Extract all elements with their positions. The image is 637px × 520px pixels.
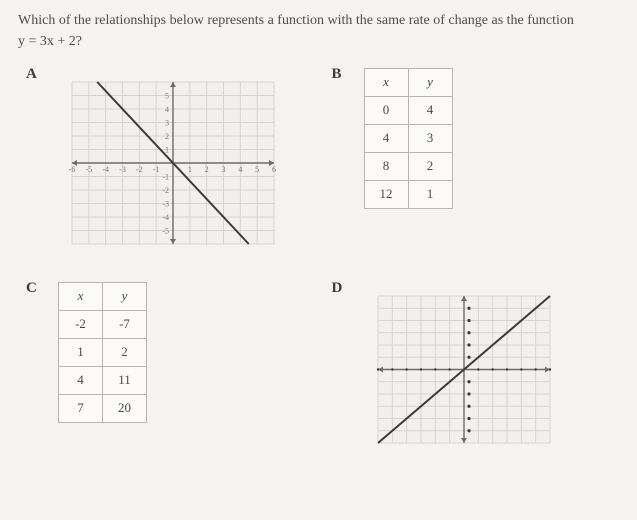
table-cell: 1 xyxy=(408,180,452,208)
table-cell: 11 xyxy=(103,366,147,394)
table-row: 43 xyxy=(364,124,452,152)
table-header: x xyxy=(59,282,103,310)
table-row: 411 xyxy=(59,366,147,394)
svg-text:4: 4 xyxy=(165,105,169,114)
table-b: xy044382121 xyxy=(364,68,453,209)
choice-c: C xy-2-712411720 xyxy=(18,280,314,457)
svg-text:-1: -1 xyxy=(162,172,169,181)
table-cell: 8 xyxy=(364,152,408,180)
choice-label-a: A xyxy=(26,66,37,83)
table-cell: 1 xyxy=(59,338,103,366)
table-cell: 12 xyxy=(364,180,408,208)
table-cell: 7 xyxy=(59,394,103,422)
svg-text:1: 1 xyxy=(165,145,169,154)
table-cell: 0 xyxy=(364,96,408,124)
svg-text:-6: -6 xyxy=(69,165,76,174)
svg-text:-5: -5 xyxy=(85,165,92,174)
table-header: y xyxy=(103,282,147,310)
svg-text:-3: -3 xyxy=(119,165,126,174)
question-line2: y = 3x + 2? xyxy=(18,33,619,52)
table-cell: 4 xyxy=(59,366,103,394)
svg-text:-1: -1 xyxy=(153,165,160,174)
table-row: 04 xyxy=(364,96,452,124)
table-row: -2-7 xyxy=(59,310,147,338)
choice-a: A -6 -5 -4 -3 -2 -1 1 2 3 4 5 6 1 2 3 4 5 -1 -2 -3 -4 -5 xyxy=(18,66,314,258)
table-row: 82 xyxy=(364,152,452,180)
table-c: xy-2-712411720 xyxy=(58,282,147,423)
svg-text:-2: -2 xyxy=(136,165,143,174)
svg-text:4: 4 xyxy=(238,165,242,174)
graph-a: -6 -5 -4 -3 -2 -1 1 2 3 4 5 6 1 2 3 4 5 -1 -2 -3 -4 -5 xyxy=(58,68,288,258)
choice-b: B xy044382121 xyxy=(324,66,620,258)
graph-d xyxy=(364,282,564,457)
table-cell: -2 xyxy=(59,310,103,338)
table-cell: 4 xyxy=(364,124,408,152)
choice-label-c: C xyxy=(26,280,37,297)
table-c-container: xy-2-712411720 xyxy=(58,282,314,423)
table-header: x xyxy=(364,68,408,96)
table-cell: 2 xyxy=(408,152,452,180)
svg-text:-4: -4 xyxy=(162,213,169,222)
table-cell: 4 xyxy=(408,96,452,124)
svg-text:2: 2 xyxy=(165,132,169,141)
table-cell: 2 xyxy=(103,338,147,366)
table-cell: 20 xyxy=(103,394,147,422)
svg-text:5: 5 xyxy=(165,91,169,100)
choice-d: D xyxy=(324,280,620,457)
svg-text:1: 1 xyxy=(188,165,192,174)
choice-label-b: B xyxy=(332,66,342,83)
choices-grid: A -6-5-4-3-2-112345612345-1-2-3-4-5 B xy… xyxy=(18,66,619,457)
svg-text:-5: -5 xyxy=(162,226,169,235)
svg-text:-2: -2 xyxy=(162,186,169,195)
table-row: 121 xyxy=(364,180,452,208)
svg-text:3: 3 xyxy=(165,118,169,127)
graph-a-container: -6 -5 -4 -3 -2 -1 1 2 3 4 5 6 1 2 3 4 5 -1 -2 -3 -4 -5 xyxy=(58,68,314,258)
svg-text:-3: -3 xyxy=(162,199,169,208)
graph-d-container xyxy=(364,282,620,457)
svg-text:5: 5 xyxy=(255,165,259,174)
svg-text:3: 3 xyxy=(222,165,226,174)
table-b-container: xy044382121 xyxy=(364,68,620,209)
svg-text:-4: -4 xyxy=(102,165,109,174)
choice-label-d: D xyxy=(332,280,343,297)
question-text: Which of the relationships below represe… xyxy=(18,12,619,52)
table-header: y xyxy=(408,68,452,96)
table-row: 12 xyxy=(59,338,147,366)
table-cell: -7 xyxy=(103,310,147,338)
svg-text:6: 6 xyxy=(272,165,276,174)
table-cell: 3 xyxy=(408,124,452,152)
table-row: 720 xyxy=(59,394,147,422)
svg-text:2: 2 xyxy=(205,165,209,174)
question-line1: Which of the relationships below represe… xyxy=(18,12,619,31)
